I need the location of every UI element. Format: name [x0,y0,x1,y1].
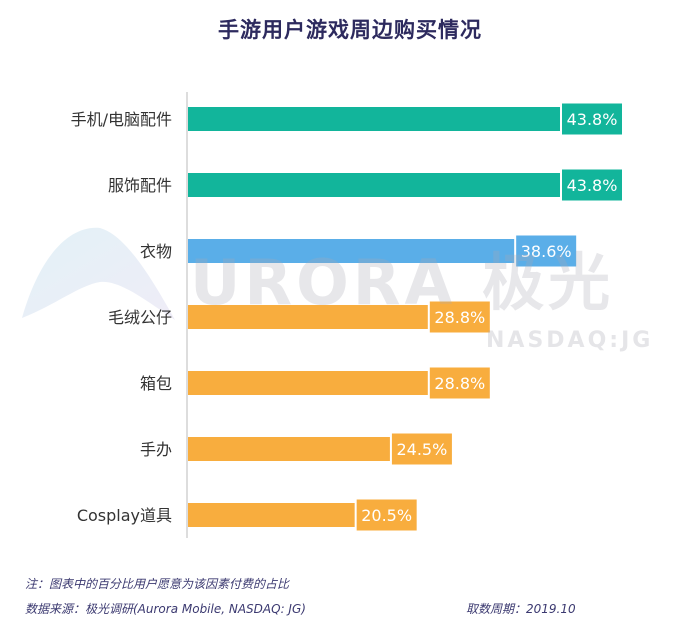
category-label: 衣物 [140,242,172,261]
value-label: 28.8% [434,308,485,327]
value-label: 28.8% [434,374,485,393]
bar [188,503,369,527]
bars-group: 手机/电脑配件 43.8% 服饰配件 43.8% 衣物 38.6% 毛绒公仔 28.8% 箱包 2… [71,101,624,533]
value-label-box [560,167,624,203]
value-label: 20.5% [361,506,412,525]
value-label: 38.6% [521,242,572,261]
bar [188,107,574,131]
value-label: 24.5% [396,440,447,459]
value-label-box [354,497,419,533]
value-label-box [514,233,579,269]
watermark-brand: URORA 极光 [190,246,615,319]
category-label: Cosplay道具 [77,506,172,525]
bar [188,239,529,263]
value-label: 43.8% [567,110,618,129]
bar [188,305,442,329]
value-label-box [560,101,624,137]
watermark-sub: NASDAQ:JG [486,328,654,353]
category-label: 手办 [140,440,172,459]
value-label-box [389,431,454,467]
value-label-box [427,299,492,335]
footer-source: 数据来源：极光调研(Aurora Mobile, NASDAQ: JG) [25,602,306,616]
category-label: 箱包 [140,374,172,393]
chart-title: 手游用户游戏周边购买情况 [218,18,482,42]
bar [188,371,442,395]
footer-note: 注：图表中的百分比用户愿意为该因素付费的占比 [25,577,290,591]
category-label: 服饰配件 [108,176,172,195]
bar [188,437,404,461]
footer-period: 取数周期：2019.10 [466,602,576,616]
category-label: 毛绒公仔 [108,308,172,327]
value-label-box [427,365,492,401]
value-label: 43.8% [567,176,618,195]
watermark-logo-icon [22,227,175,320]
bar [188,173,574,197]
category-label: 手机/电脑配件 [71,110,172,129]
